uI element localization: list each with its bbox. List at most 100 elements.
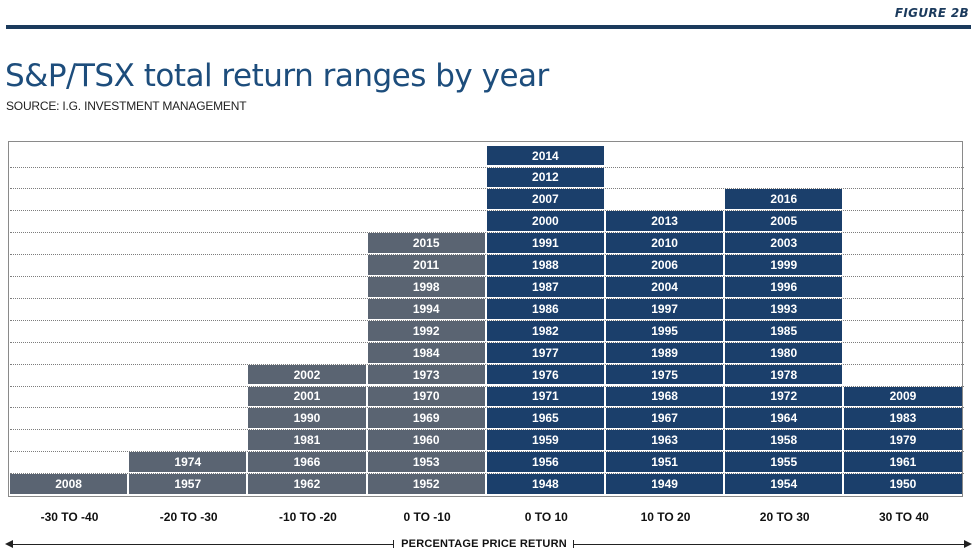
year-cell-1955: 1955: [725, 452, 843, 473]
x-tick-label: 0 TO 10: [524, 510, 568, 524]
year-cell-1953: 1953: [367, 452, 485, 473]
year-cell-1979: 1979: [844, 430, 962, 451]
year-cell-1978: 1978: [725, 364, 843, 385]
grid-line: [10, 254, 964, 256]
year-cell-2004: 2004: [606, 277, 724, 297]
grid-line: [10, 385, 964, 387]
year-cell-1967: 1967: [606, 408, 724, 429]
year-cell-1993: 1993: [725, 298, 843, 319]
year-cell-1951: 1951: [606, 452, 724, 473]
year-cell-1959: 1959: [486, 430, 604, 451]
year-cell-1956: 1956: [486, 452, 604, 473]
year-cell-1996: 1996: [725, 277, 843, 297]
year-cell-1957: 1957: [129, 474, 247, 494]
grid-line: [10, 188, 964, 190]
right-arrow-line: [574, 544, 964, 545]
year-cell-2014: 2014: [486, 145, 604, 166]
chart-title: S&P/TSX total return ranges by year: [5, 58, 549, 94]
left-arrow-head: [5, 540, 13, 548]
x-tick-label: -20 TO -30: [159, 510, 218, 524]
year-cell-1986: 1986: [486, 298, 604, 319]
year-cell-1982: 1982: [486, 320, 604, 341]
chart-source: SOURCE: I.G. INVESTMENT MANAGEMENT: [6, 99, 247, 113]
grid-line: [10, 473, 964, 475]
grid-line: [10, 210, 964, 212]
year-cell-2012: 2012: [486, 167, 604, 188]
year-cell-1966: 1966: [248, 452, 366, 473]
year-cell-2006: 2006: [606, 255, 724, 275]
year-cell-1948: 1948: [486, 474, 604, 494]
right-arrow-tick: [573, 540, 574, 548]
year-cell-1965: 1965: [486, 408, 604, 429]
x-tick-label: 10 TO 20: [640, 510, 691, 524]
plot-frame: [8, 141, 963, 497]
year-cell-1983: 1983: [844, 408, 962, 429]
grid-line: [10, 407, 964, 409]
grid-line: [10, 451, 964, 453]
year-cell-2011: 2011: [367, 255, 485, 275]
year-cell-1961: 1961: [844, 452, 962, 473]
year-cell-2008: 2008: [10, 474, 128, 494]
year-cell-1963: 1963: [606, 430, 724, 451]
year-cell-1976: 1976: [486, 364, 604, 385]
year-cell-1995: 1995: [606, 320, 724, 341]
right-arrow-head: [964, 540, 972, 548]
x-tick-label: -10 TO -20: [278, 510, 337, 524]
year-cell-1977: 1977: [486, 342, 604, 363]
x-axis-title: PERCENTAGE PRICE RETURN: [401, 538, 567, 550]
year-cell-1989: 1989: [606, 342, 724, 363]
year-cell-1999: 1999: [725, 255, 843, 275]
year-cell-1980: 1980: [725, 342, 843, 363]
grid-line: [10, 363, 964, 365]
year-cell-2013: 2013: [606, 211, 724, 232]
year-cell-1972: 1972: [725, 386, 843, 407]
year-cell-1962: 1962: [248, 474, 366, 494]
grid-line: [10, 297, 964, 299]
year-cell-2002: 2002: [248, 364, 366, 385]
year-cell-1981: 1981: [248, 430, 366, 451]
year-cell-1960: 1960: [367, 430, 485, 451]
grid-line: [10, 341, 964, 343]
year-cell-1990: 1990: [248, 408, 366, 429]
year-cell-1952: 1952: [367, 474, 485, 494]
year-cell-1974: 1974: [129, 452, 247, 473]
year-cell-2005: 2005: [725, 211, 843, 232]
grid-line: [10, 276, 964, 277]
x-tick-label: 30 TO 40: [878, 510, 929, 524]
year-cell-1988: 1988: [486, 255, 604, 275]
left-arrow-line: [12, 544, 393, 545]
year-cell-1970: 1970: [367, 386, 485, 407]
grid-line: [10, 429, 964, 431]
year-cell-1975: 1975: [606, 364, 724, 385]
year-cell-1985: 1985: [725, 320, 843, 341]
year-cell-1958: 1958: [725, 430, 843, 451]
left-arrow-tick: [393, 540, 394, 548]
year-cell-1968: 1968: [606, 386, 724, 407]
grid-line: [10, 319, 964, 321]
year-cell-2010: 2010: [606, 233, 724, 254]
year-cell-1969: 1969: [367, 408, 485, 429]
year-cell-1992: 1992: [367, 320, 485, 341]
year-cell-2000: 2000: [486, 211, 604, 232]
year-cell-1964: 1964: [725, 408, 843, 429]
top-rule: [6, 25, 971, 29]
year-cell-1973: 1973: [367, 364, 485, 385]
year-cell-2007: 2007: [486, 189, 604, 210]
year-cell-2009: 2009: [844, 386, 962, 407]
year-cell-1991: 1991: [486, 233, 604, 254]
x-tick-label: -30 TO -40: [40, 510, 99, 524]
year-cell-2003: 2003: [725, 233, 843, 254]
year-cell-1954: 1954: [725, 474, 843, 494]
year-cell-1994: 1994: [367, 298, 485, 319]
year-cell-1997: 1997: [606, 298, 724, 319]
grid-line: [10, 166, 964, 168]
year-cell-2016: 2016: [725, 189, 843, 210]
year-cell-1971: 1971: [486, 386, 604, 407]
x-tick-label: 0 TO -10: [403, 510, 451, 524]
year-cell-1984: 1984: [367, 342, 485, 363]
year-cell-1949: 1949: [606, 474, 724, 494]
grid-line: [10, 232, 964, 234]
year-cell-1987: 1987: [486, 277, 604, 297]
year-cell-2001: 2001: [248, 386, 366, 407]
year-cell-2015: 2015: [367, 233, 485, 254]
